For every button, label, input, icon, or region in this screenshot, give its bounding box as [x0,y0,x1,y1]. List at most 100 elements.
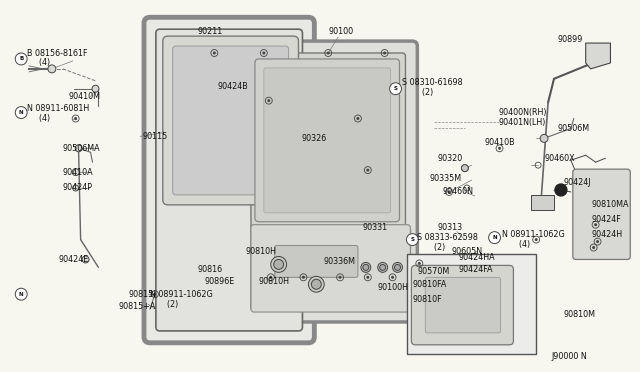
Text: N 08911-6081H: N 08911-6081H [27,104,90,113]
Circle shape [15,53,27,65]
FancyBboxPatch shape [163,36,298,205]
Text: (2): (2) [429,243,445,252]
Text: 90896E: 90896E [204,277,235,286]
Text: 90410M: 90410M [68,92,100,101]
Text: 90424J: 90424J [564,177,591,186]
Circle shape [308,276,324,292]
Circle shape [366,169,369,171]
Text: 90424H: 90424H [591,230,623,239]
Text: (2): (2) [417,88,433,97]
Circle shape [383,51,386,54]
Text: 90506M: 90506M [558,124,590,133]
FancyBboxPatch shape [255,59,399,222]
Circle shape [394,264,401,270]
Circle shape [92,85,99,92]
Polygon shape [586,43,611,69]
Circle shape [326,51,330,54]
Circle shape [380,264,386,270]
Text: N 08911-1062G: N 08911-1062G [502,230,564,239]
Circle shape [391,276,394,279]
Text: 90410B: 90410B [484,138,515,147]
Circle shape [74,117,77,120]
Text: S: S [410,237,414,242]
Circle shape [269,276,272,279]
Circle shape [356,117,360,120]
Circle shape [461,165,468,171]
Text: 90424P: 90424P [63,183,93,192]
Text: 90115: 90115 [142,132,167,141]
Text: 90460N: 90460N [442,187,473,196]
FancyBboxPatch shape [275,246,358,277]
Circle shape [302,276,305,279]
Circle shape [447,190,451,193]
Circle shape [596,240,599,243]
Circle shape [72,169,79,176]
FancyBboxPatch shape [573,169,630,259]
Text: 90100: 90100 [328,27,353,36]
Text: 90810MA: 90810MA [591,201,629,209]
Circle shape [268,99,270,102]
FancyBboxPatch shape [264,68,390,213]
Text: 90816: 90816 [198,265,223,274]
Circle shape [339,276,342,279]
Text: 90401N(LH): 90401N(LH) [499,118,546,127]
Circle shape [406,234,419,246]
Text: 90100H: 90100H [378,283,409,292]
Text: 90424FA: 90424FA [459,265,493,274]
Text: N: N [492,235,497,240]
Text: (4): (4) [34,58,50,67]
Text: J90000 N: J90000 N [551,352,587,361]
Circle shape [82,256,89,263]
Text: 90336M: 90336M [323,257,355,266]
Circle shape [73,185,79,191]
Text: (2): (2) [162,299,178,309]
Circle shape [498,147,501,150]
FancyBboxPatch shape [412,265,513,345]
Circle shape [488,232,500,244]
Text: S 08313-62598: S 08313-62598 [417,233,478,242]
Text: 90460X: 90460X [544,154,575,163]
Circle shape [363,264,369,270]
Text: N 08911-1062G: N 08911-1062G [150,290,212,299]
Circle shape [75,145,82,152]
FancyBboxPatch shape [144,17,314,343]
Text: 90605N: 90605N [452,247,483,256]
Text: 90335M: 90335M [429,174,461,183]
Text: 90810H: 90810H [259,277,290,286]
FancyBboxPatch shape [251,53,406,310]
Text: 90810H: 90810H [245,247,276,256]
Bar [408,254,536,354]
Text: 90810FA: 90810FA [412,280,447,289]
Text: 90211: 90211 [198,27,223,36]
Text: 90815: 90815 [128,290,154,299]
Text: S: S [394,86,397,91]
Text: 90810M: 90810M [564,310,596,318]
Circle shape [378,262,388,272]
Text: B: B [19,57,23,61]
Text: B 08156-8161F: B 08156-8161F [27,48,88,58]
Circle shape [154,293,156,296]
Text: 90899: 90899 [558,35,583,44]
Circle shape [15,107,27,119]
FancyBboxPatch shape [425,277,500,333]
Polygon shape [531,195,554,210]
Circle shape [540,134,548,142]
Circle shape [390,83,401,95]
Text: (4): (4) [515,240,531,249]
Circle shape [366,276,369,279]
Text: 90570M: 90570M [417,267,449,276]
Text: 90320: 90320 [437,154,462,163]
FancyBboxPatch shape [239,41,417,322]
Circle shape [262,51,266,54]
Text: 90326: 90326 [301,134,326,143]
FancyBboxPatch shape [251,225,410,312]
Text: 90424B: 90424B [218,82,248,91]
Text: N: N [19,292,24,297]
Circle shape [594,223,597,226]
Text: 90424E: 90424E [59,255,89,264]
Text: 90810F: 90810F [412,295,442,304]
Circle shape [534,238,538,241]
FancyBboxPatch shape [173,46,289,195]
Circle shape [48,65,56,73]
Text: 90424F: 90424F [591,215,621,224]
